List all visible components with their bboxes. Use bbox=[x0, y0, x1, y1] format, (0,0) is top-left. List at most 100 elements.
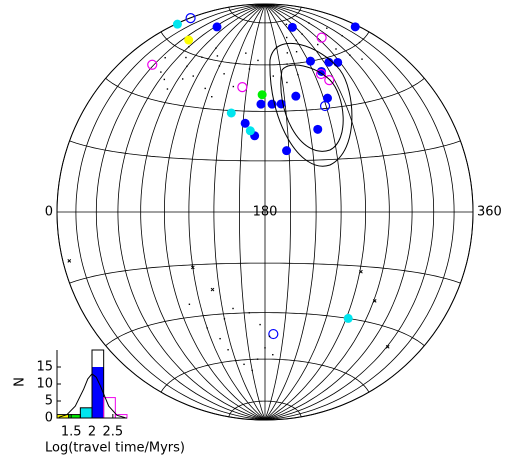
point bbox=[192, 75, 194, 77]
grid-line bbox=[69, 140, 461, 162]
point bbox=[257, 90, 267, 100]
point bbox=[206, 327, 208, 329]
point bbox=[185, 56, 187, 59]
y-axis-label: N bbox=[13, 377, 28, 387]
point bbox=[215, 47, 217, 49]
y-tick-label: 15 bbox=[36, 360, 53, 375]
point bbox=[287, 22, 297, 32]
fit-curve bbox=[58, 373, 126, 419]
point bbox=[251, 369, 253, 372]
grid-line bbox=[160, 358, 370, 393]
bar-outline bbox=[103, 397, 116, 419]
point bbox=[285, 23, 288, 26]
point bbox=[219, 337, 221, 340]
point bbox=[268, 328, 279, 340]
point bbox=[341, 35, 343, 37]
point bbox=[240, 118, 250, 128]
point bbox=[184, 35, 194, 45]
point bbox=[322, 93, 332, 103]
point bbox=[333, 57, 343, 67]
point bbox=[256, 99, 266, 109]
y-tick-label: 5 bbox=[45, 394, 53, 409]
point bbox=[172, 19, 182, 29]
bar bbox=[92, 367, 104, 418]
point bbox=[67, 259, 72, 263]
bar bbox=[80, 407, 92, 418]
y-tick-label: 10 bbox=[36, 377, 53, 392]
point bbox=[358, 41, 361, 44]
point bbox=[324, 57, 334, 67]
point bbox=[232, 307, 234, 310]
point bbox=[359, 269, 363, 274]
point bbox=[326, 27, 328, 29]
point bbox=[301, 33, 303, 35]
point bbox=[291, 91, 301, 101]
grid-line bbox=[69, 262, 461, 284]
point bbox=[349, 54, 351, 56]
point bbox=[210, 287, 215, 292]
point bbox=[186, 65, 188, 68]
point bbox=[286, 52, 289, 54]
point bbox=[248, 312, 251, 314]
point bbox=[317, 43, 319, 46]
point bbox=[147, 59, 158, 70]
grid-line bbox=[160, 31, 370, 66]
point bbox=[286, 81, 288, 84]
point bbox=[211, 96, 213, 98]
contour bbox=[269, 42, 353, 167]
point bbox=[245, 52, 247, 54]
point bbox=[385, 344, 390, 349]
point bbox=[223, 318, 226, 320]
x-tick-label: 2.5 bbox=[102, 425, 123, 440]
grid-line bbox=[105, 312, 425, 347]
point bbox=[218, 65, 221, 67]
grid-line bbox=[228, 400, 302, 417]
point bbox=[257, 59, 259, 62]
grid-line bbox=[228, 7, 302, 24]
point bbox=[237, 82, 248, 93]
x-tick-label: 360 bbox=[477, 205, 502, 220]
point bbox=[350, 22, 360, 32]
point bbox=[268, 335, 271, 338]
point bbox=[297, 73, 299, 76]
point bbox=[234, 359, 237, 362]
point bbox=[245, 126, 255, 136]
y-tick-label: 0 bbox=[45, 411, 53, 426]
bar bbox=[68, 414, 81, 418]
point bbox=[324, 75, 335, 86]
point bbox=[285, 36, 288, 39]
point bbox=[188, 46, 190, 48]
point bbox=[305, 56, 315, 66]
point bbox=[313, 124, 323, 134]
point bbox=[188, 303, 191, 305]
point bbox=[319, 100, 331, 112]
point bbox=[223, 73, 225, 75]
point bbox=[163, 78, 166, 81]
histogram-inset: 0 5 10 15 1.5 2 2.5 bbox=[36, 349, 128, 440]
point bbox=[316, 66, 326, 76]
point bbox=[259, 323, 261, 326]
point bbox=[286, 63, 288, 65]
x-tick-label: 1.5 bbox=[61, 425, 82, 440]
point bbox=[166, 88, 169, 90]
point bbox=[256, 358, 259, 360]
point bbox=[226, 108, 236, 118]
point bbox=[295, 51, 298, 53]
point bbox=[315, 68, 327, 80]
point bbox=[335, 48, 337, 50]
sky-map: 0 180 360 bbox=[45, 3, 502, 421]
point bbox=[264, 347, 266, 349]
point bbox=[190, 265, 195, 270]
point bbox=[295, 39, 297, 42]
point bbox=[282, 146, 292, 156]
point bbox=[248, 68, 251, 70]
point bbox=[181, 78, 184, 80]
x-tick-label: 180 bbox=[253, 205, 278, 220]
point bbox=[372, 298, 377, 303]
x-axis-label: Log(travel time/Myrs) bbox=[45, 441, 185, 456]
point bbox=[160, 71, 162, 73]
point bbox=[308, 22, 310, 24]
point bbox=[227, 349, 229, 351]
point bbox=[243, 363, 245, 366]
